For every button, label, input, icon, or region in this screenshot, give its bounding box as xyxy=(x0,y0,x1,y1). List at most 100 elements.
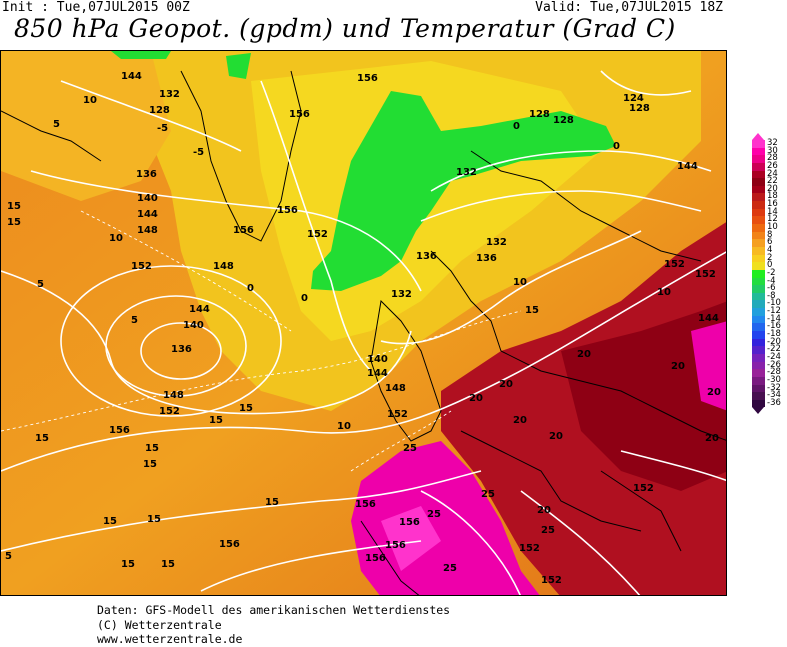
temperature-label: 20 xyxy=(577,349,591,360)
geopotential-label: 156 xyxy=(357,73,378,84)
temperature-label: 15 xyxy=(239,403,253,414)
temperature-label: 15 xyxy=(121,559,135,570)
legend-top-arrow xyxy=(752,133,764,140)
geopotential-label: 144 xyxy=(121,71,142,82)
legend-label: -4 xyxy=(767,275,776,286)
legend-swatch xyxy=(752,162,765,171)
legend-label: 0 xyxy=(767,260,773,271)
temperature-label: 5 xyxy=(37,279,44,290)
geopotential-label: 152 xyxy=(541,575,562,586)
temperature-label: 0 xyxy=(613,141,620,152)
legend-label: 10 xyxy=(767,222,778,233)
legend-swatch xyxy=(752,201,765,209)
cool-temperature-area-west xyxy=(1,51,171,201)
geopotential-label: 156 xyxy=(355,499,376,510)
geopotential-label: 152 xyxy=(664,259,685,270)
legend-swatch xyxy=(752,155,765,163)
legend-swatch xyxy=(752,277,765,286)
geopotential-label: 136 xyxy=(476,253,497,264)
legend-swatch xyxy=(752,331,765,339)
temperature-label: 25 xyxy=(541,525,555,536)
legend-label: 16 xyxy=(767,199,778,210)
legend-label: 28 xyxy=(767,153,778,164)
very-hot-temperature-area-south xyxy=(381,506,441,571)
geopotential-label: 132 xyxy=(486,237,507,248)
legend-swatch xyxy=(752,178,765,186)
temperature-label: 15 xyxy=(525,305,539,316)
legend-label: -10 xyxy=(767,298,781,309)
legend-swatch xyxy=(752,208,765,217)
legend-label: -24 xyxy=(767,351,781,362)
temperature-label: 5 xyxy=(131,315,138,326)
geopotential-label: 156 xyxy=(365,553,386,564)
temperature-label: 10 xyxy=(513,277,527,288)
temperature-label: 5 xyxy=(5,551,12,562)
legend-label: 4 xyxy=(767,244,773,255)
temperature-label: -5 xyxy=(157,123,168,134)
temperature-label: 25 xyxy=(403,443,417,454)
legend-label: -22 xyxy=(767,344,781,355)
geopotential-label: 128 xyxy=(553,115,574,126)
geopotential-label: 152 xyxy=(519,543,540,554)
legend-label: -26 xyxy=(767,359,781,370)
footer-line-1: Daten: GFS-Modell des amerikanischen Wet… xyxy=(97,603,451,617)
geopotential-label: 156 xyxy=(289,109,310,120)
geopotential-label: 144 xyxy=(677,161,698,172)
legend-swatch xyxy=(752,308,765,316)
legend-swatch xyxy=(752,300,765,309)
legend-label: -16 xyxy=(767,321,781,332)
legend-swatch xyxy=(752,140,765,148)
legend-label: -8 xyxy=(767,290,776,301)
geopotential-label: 144 xyxy=(189,304,210,315)
legend-bottom-arrow xyxy=(752,407,764,415)
legend-swatch xyxy=(752,292,765,301)
legend-swatch xyxy=(752,399,765,408)
geopotential-label: 140 xyxy=(183,320,204,331)
temperature-label: 15 xyxy=(143,459,157,470)
temperature-label: 0 xyxy=(247,283,254,294)
temperature-label: 25 xyxy=(481,489,495,500)
geopotential-label: 152 xyxy=(159,406,180,417)
legend-swatch xyxy=(752,193,765,202)
geopotential-label: 140 xyxy=(137,193,158,204)
temperature-label: 20 xyxy=(707,387,721,398)
temperature-label: 20 xyxy=(671,361,685,372)
geopotential-label: 156 xyxy=(219,539,240,550)
geopotential-label: 148 xyxy=(163,390,184,401)
sub-zero-temperature-area xyxy=(311,91,616,291)
geopotential-label: 136 xyxy=(416,251,437,262)
legend-label: 18 xyxy=(767,191,778,202)
sub-zero-temperature-area-greenland xyxy=(226,53,251,79)
temperature-label: 5 xyxy=(53,119,60,130)
legend-swatch xyxy=(752,376,765,385)
geopotential-label: 148 xyxy=(213,261,234,272)
legend-label: -14 xyxy=(767,313,781,324)
geopotential-label: 156 xyxy=(399,517,420,528)
geopotential-label: 152 xyxy=(695,269,716,280)
temperature-label: 0 xyxy=(513,121,520,132)
legend-label: -18 xyxy=(767,329,781,340)
temperature-label: 20 xyxy=(469,393,483,404)
geopotential-label: 136 xyxy=(136,169,157,180)
temperature-label: 25 xyxy=(427,509,441,520)
temperature-label: 20 xyxy=(549,431,563,442)
temperature-label: 15 xyxy=(7,217,21,228)
temperature-label: 15 xyxy=(147,514,161,525)
geopotential-label: 152 xyxy=(307,229,328,240)
temperature-label: 20 xyxy=(537,505,551,516)
legend-label: 26 xyxy=(767,160,778,171)
legend-label: 24 xyxy=(767,168,778,179)
legend-swatch xyxy=(752,147,765,156)
legend-swatch xyxy=(752,315,765,324)
geopotential-label: 152 xyxy=(387,409,408,420)
geopotential-label: 152 xyxy=(131,261,152,272)
temperature-value-labels: 10 5 10 15 15 5 15 15 15 15 15 15 15 15 … xyxy=(5,95,721,574)
geopotential-label: 136 xyxy=(171,344,192,355)
legend-label: -6 xyxy=(767,283,776,294)
geopotential-label: 156 xyxy=(277,205,298,216)
legend-label: -30 xyxy=(767,374,781,385)
geopotential-label: 144 xyxy=(698,313,719,324)
geopotential-label: 148 xyxy=(385,383,406,394)
legend-label: 14 xyxy=(767,206,778,217)
geopotential-label: 128 xyxy=(629,103,650,114)
